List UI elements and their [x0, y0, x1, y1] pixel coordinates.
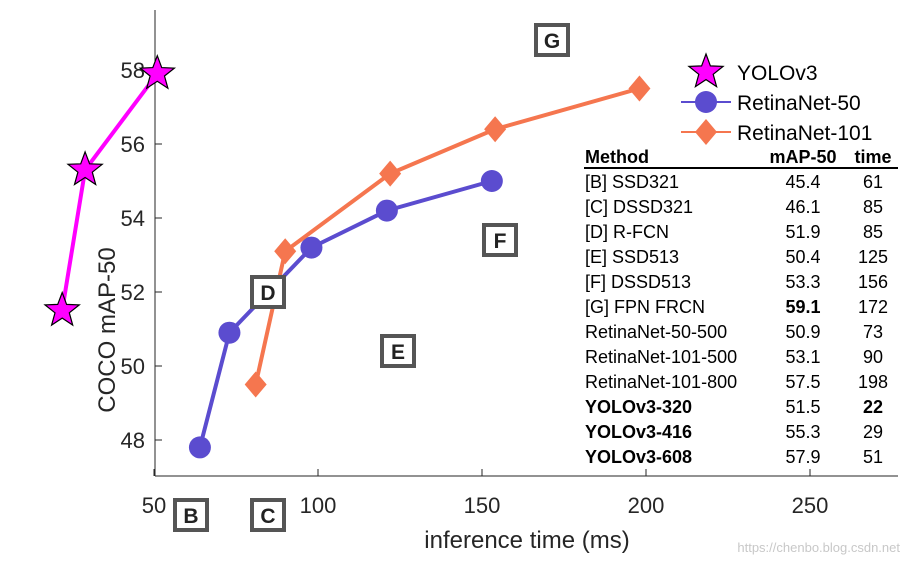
- table-cell-map: 55.3: [785, 422, 820, 442]
- table-cell-method: [G] FPN FRCN: [585, 297, 705, 317]
- table-cell-map: 57.9: [785, 447, 820, 467]
- table-cell-time: 172: [858, 297, 888, 317]
- table-cell-time: 29: [863, 422, 883, 442]
- table-cell-time: 85: [863, 222, 883, 242]
- table-header: time: [854, 147, 891, 167]
- y-tick-label: 48: [121, 428, 145, 453]
- table-cell-method: [D] R-FCN: [585, 222, 669, 242]
- y-axis-label: COCO mAP-50: [94, 247, 121, 412]
- annotation-label: G: [544, 30, 560, 53]
- table-cell-method: [E] SSD513: [585, 247, 679, 267]
- legend: YOLOv3 RetinaNet-50 RetinaNet-101: [681, 52, 872, 145]
- x-tick-label: 200: [628, 493, 665, 518]
- data-point-retinanet-101: [274, 238, 297, 265]
- table-cell-map: 51.5: [785, 397, 820, 417]
- table-cell-map: 45.4: [785, 172, 820, 192]
- data-point-retinanet-50: [300, 236, 323, 259]
- table-cell-method: [F] DSSD513: [585, 272, 691, 292]
- table-cell-method: RetinaNet-101-500: [585, 347, 737, 367]
- results-table: Method mAP-50 time [B] SSD321 45.4 61 [C] DSSD…: [584, 147, 898, 467]
- table-cell-map: 53.3: [785, 272, 820, 292]
- x-axis-label: inference time (ms): [424, 527, 629, 554]
- annotation-box: [250, 275, 286, 309]
- table-header: Method: [585, 147, 649, 167]
- y-tick-label: 50: [121, 354, 145, 379]
- annotation-label: C: [260, 505, 275, 528]
- annotation-box: [534, 23, 570, 57]
- table-cell-map: 50.9: [785, 322, 820, 342]
- annotation-label: D: [260, 282, 275, 305]
- annotation-box: [482, 223, 518, 257]
- table-cell-time: 90: [863, 347, 883, 367]
- table-cell-map: 51.9: [785, 222, 820, 242]
- table-header: mAP-50: [769, 147, 836, 167]
- annotation-label: F: [494, 230, 507, 253]
- legend-marker-retinanet-101: [695, 119, 717, 145]
- series-line-retinanet-50: [197, 179, 493, 448]
- data-point-yolov3: [43, 290, 81, 327]
- y-tick-label: 52: [121, 280, 145, 305]
- y-tick-label: 58: [121, 58, 145, 83]
- x-tick-label: 50: [142, 493, 166, 518]
- y-tick-label: 54: [121, 206, 145, 231]
- data-point-retinanet-101: [379, 160, 402, 187]
- data-point-retinanet-101: [244, 371, 267, 398]
- annotation-box: [173, 498, 209, 532]
- series-line-retinanet-101: [253, 86, 640, 385]
- table-cell-map: 46.1: [785, 197, 820, 217]
- table-cell-method: YOLOv3-320: [585, 397, 692, 417]
- data-point-retinanet-50: [188, 436, 211, 459]
- axes: 48 50 52 54 56 58 50 100 150 200 250: [121, 10, 898, 518]
- data-point-retinanet-50: [480, 170, 503, 192]
- table-cell-method: YOLOv3-608: [585, 447, 692, 467]
- x-tick-label: 150: [464, 493, 501, 518]
- table-cell-time: 156: [858, 272, 888, 292]
- table-cell-method: [C] DSSD321: [585, 197, 693, 217]
- table-cell-time: 125: [858, 247, 888, 267]
- watermark: https://chenbo.blog.csdn.net: [737, 540, 900, 555]
- legend-label: RetinaNet-50: [737, 92, 861, 115]
- data-point-retinanet-50: [218, 321, 241, 344]
- series-layer: [43, 53, 651, 459]
- data-point-retinanet-101: [628, 75, 651, 102]
- table-cell-time: 61: [863, 172, 883, 192]
- legend-label: RetinaNet-101: [737, 122, 872, 145]
- table-cell-method: RetinaNet-101-800: [585, 372, 737, 392]
- x-tick-label: 250: [792, 493, 829, 518]
- data-point-yolov3: [138, 53, 177, 90]
- annotation-layer: B C D E F G: [173, 23, 570, 532]
- table-cell-time: 22: [863, 397, 883, 417]
- y-tick-label: 56: [121, 132, 145, 157]
- legend-marker-yolov3: [687, 52, 725, 88]
- table-cell-method: YOLOv3-416: [585, 422, 692, 442]
- data-point-retinanet-101: [484, 116, 507, 143]
- table-cell-map: 53.1: [785, 347, 820, 367]
- annotation-box: [380, 334, 416, 368]
- annotation-box: [250, 498, 286, 532]
- x-tick-label: 100: [300, 493, 337, 518]
- data-point-retinanet-50: [375, 199, 398, 222]
- table-cell-method: [B] SSD321: [585, 172, 679, 192]
- legend-label: YOLOv3: [737, 62, 818, 85]
- table-cell-time: 73: [863, 322, 883, 342]
- table-cell-map: 57.5: [785, 372, 820, 392]
- data-point-yolov3: [66, 150, 104, 186]
- table-cell-time: 198: [858, 372, 888, 392]
- table-cell-map: 59.1: [785, 297, 820, 317]
- table-cell-map: 50.4: [785, 247, 820, 267]
- annotation-label: E: [391, 341, 405, 364]
- legend-marker-retinanet-50: [695, 91, 717, 113]
- annotation-label: B: [183, 505, 198, 528]
- table-cell-method: RetinaNet-50-500: [585, 322, 727, 342]
- table-cell-time: 85: [863, 197, 883, 217]
- table-cell-time: 51: [863, 447, 883, 467]
